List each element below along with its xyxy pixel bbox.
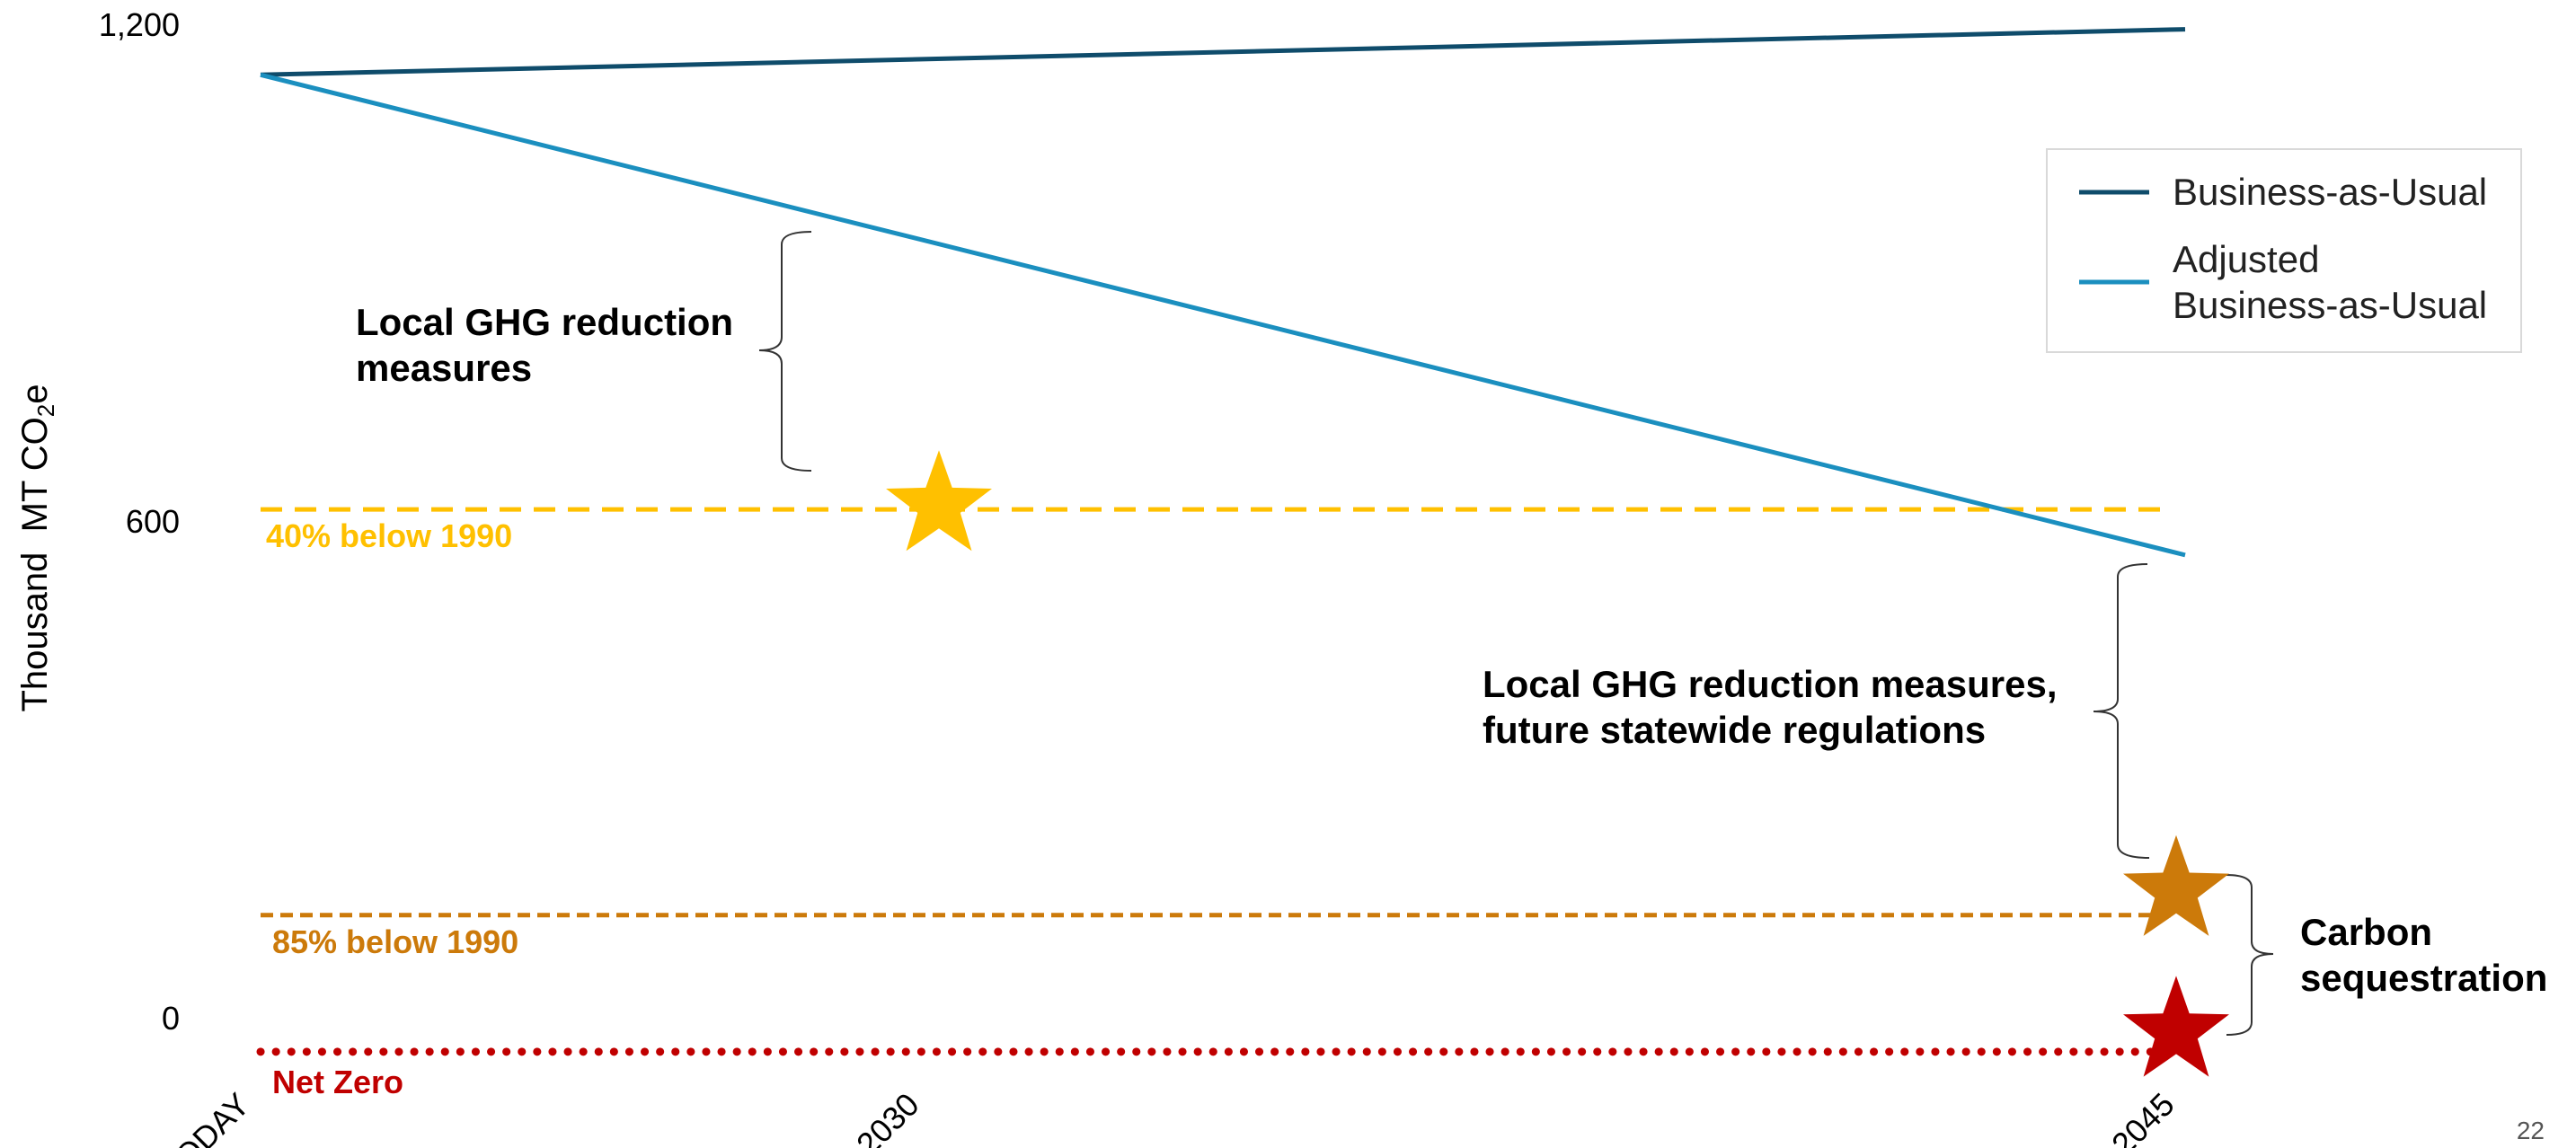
legend: Business-as-Usual Adjusted Business-as-U… xyxy=(2046,148,2522,353)
bracket-local-measures xyxy=(758,231,812,472)
annotation-brackets xyxy=(758,231,2274,1036)
annotation-local-measures-line1: Local GHG reduction xyxy=(356,301,733,343)
y-tick-label: 600 xyxy=(126,503,180,540)
y-tick-label: 0 xyxy=(162,1000,180,1037)
reference-lines: 40% below 1990 85% below 1990 Net Zero xyxy=(256,507,2177,1100)
annotation-local-measures-line2: measures xyxy=(356,347,532,389)
series-lines xyxy=(260,27,2186,558)
x-tick-labels: TODAY 2030 2045 xyxy=(154,1086,2181,1148)
legend-box xyxy=(2046,148,2522,353)
x-tick-label: 2045 xyxy=(2104,1086,2182,1148)
annotation-statewide-regulations-line1: Local GHG reduction measures, xyxy=(1483,663,2058,705)
target-markers xyxy=(886,450,2229,1077)
annotation-statewide-regulations: Local GHG reduction measures, future sta… xyxy=(1483,663,2067,751)
star-marker xyxy=(886,450,992,552)
x-tick-label: 2030 xyxy=(849,1086,926,1148)
legend-label-business-as-usual: Business-as-Usual xyxy=(2173,171,2487,213)
annotation-statewide-regulations-line2: future statewide regulations xyxy=(1483,709,1986,751)
series-line xyxy=(260,27,2186,77)
y-tick-label: 1,200 xyxy=(99,6,180,43)
annotation-carbon-sequestration-line2: sequestration xyxy=(2300,957,2547,999)
reference-line-label: 40% below 1990 xyxy=(266,517,512,554)
y-axis-title-suffix: e xyxy=(15,384,55,404)
star-marker xyxy=(2123,976,2229,1077)
reference-line-label: 85% below 1990 xyxy=(272,923,518,960)
reference-line-label: Net Zero xyxy=(272,1064,403,1100)
legend-label-adjusted-line1: Adjusted xyxy=(2173,238,2319,280)
bracket-carbon-sequestration xyxy=(2226,874,2274,1036)
series-line xyxy=(260,72,2186,558)
y-axis-title-main: Thousand MT CO xyxy=(15,417,55,711)
bracket-statewide-regulations xyxy=(2093,563,2150,859)
legend-label-adjusted-business-as-usual: Adjusted Business-as-Usual xyxy=(2173,238,2487,326)
y-axis-title: Thousand MT CO2e xyxy=(15,384,59,712)
annotation-carbon-sequestration: Carbon sequestration xyxy=(2300,911,2547,999)
annotation-carbon-sequestration-line1: Carbon xyxy=(2300,911,2432,953)
page-number: 22 xyxy=(2517,1117,2545,1144)
y-axis-title-subscript: 2 xyxy=(32,404,59,417)
x-tick-label: TODAY xyxy=(154,1086,256,1148)
star-marker xyxy=(2123,835,2229,936)
annotation-local-measures: Local GHG reduction measures xyxy=(356,301,744,389)
y-tick-labels: 1,200 600 0 xyxy=(99,6,180,1037)
legend-label-adjusted-line2: Business-as-Usual xyxy=(2173,284,2487,326)
